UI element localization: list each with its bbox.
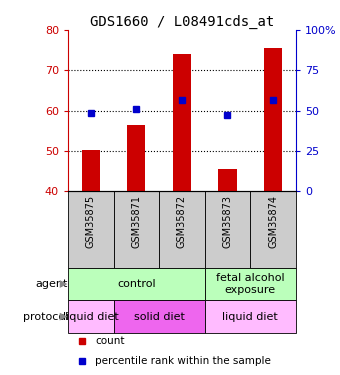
Bar bbox=[114, 300, 205, 333]
Bar bbox=[173, 54, 191, 191]
Bar bbox=[127, 124, 146, 191]
Bar bbox=[205, 191, 250, 268]
Text: percentile rank within the sample: percentile rank within the sample bbox=[95, 356, 271, 366]
Text: agent: agent bbox=[36, 279, 68, 289]
Bar bbox=[264, 48, 282, 191]
Text: liquid diet: liquid diet bbox=[222, 312, 278, 322]
Text: GSM35873: GSM35873 bbox=[222, 195, 233, 248]
Text: GSM35872: GSM35872 bbox=[177, 195, 187, 248]
Text: fetal alcohol
exposure: fetal alcohol exposure bbox=[216, 273, 285, 295]
Bar bbox=[205, 268, 296, 300]
Text: control: control bbox=[117, 279, 156, 289]
Text: GSM35871: GSM35871 bbox=[131, 195, 141, 248]
Title: GDS1660 / L08491cds_at: GDS1660 / L08491cds_at bbox=[90, 15, 274, 29]
Bar bbox=[114, 191, 159, 268]
Bar bbox=[159, 191, 205, 268]
Text: protocol: protocol bbox=[23, 312, 68, 322]
Text: solid diet: solid diet bbox=[134, 312, 185, 322]
Text: count: count bbox=[95, 336, 125, 346]
Bar bbox=[68, 300, 114, 333]
Text: GSM35874: GSM35874 bbox=[268, 195, 278, 248]
Bar bbox=[218, 169, 237, 191]
Bar bbox=[68, 268, 205, 300]
Text: liquid diet: liquid diet bbox=[63, 312, 119, 322]
Bar bbox=[68, 191, 114, 268]
Bar bbox=[205, 300, 296, 333]
Text: GSM35875: GSM35875 bbox=[86, 195, 96, 248]
Bar bbox=[82, 150, 100, 191]
Bar bbox=[250, 191, 296, 268]
